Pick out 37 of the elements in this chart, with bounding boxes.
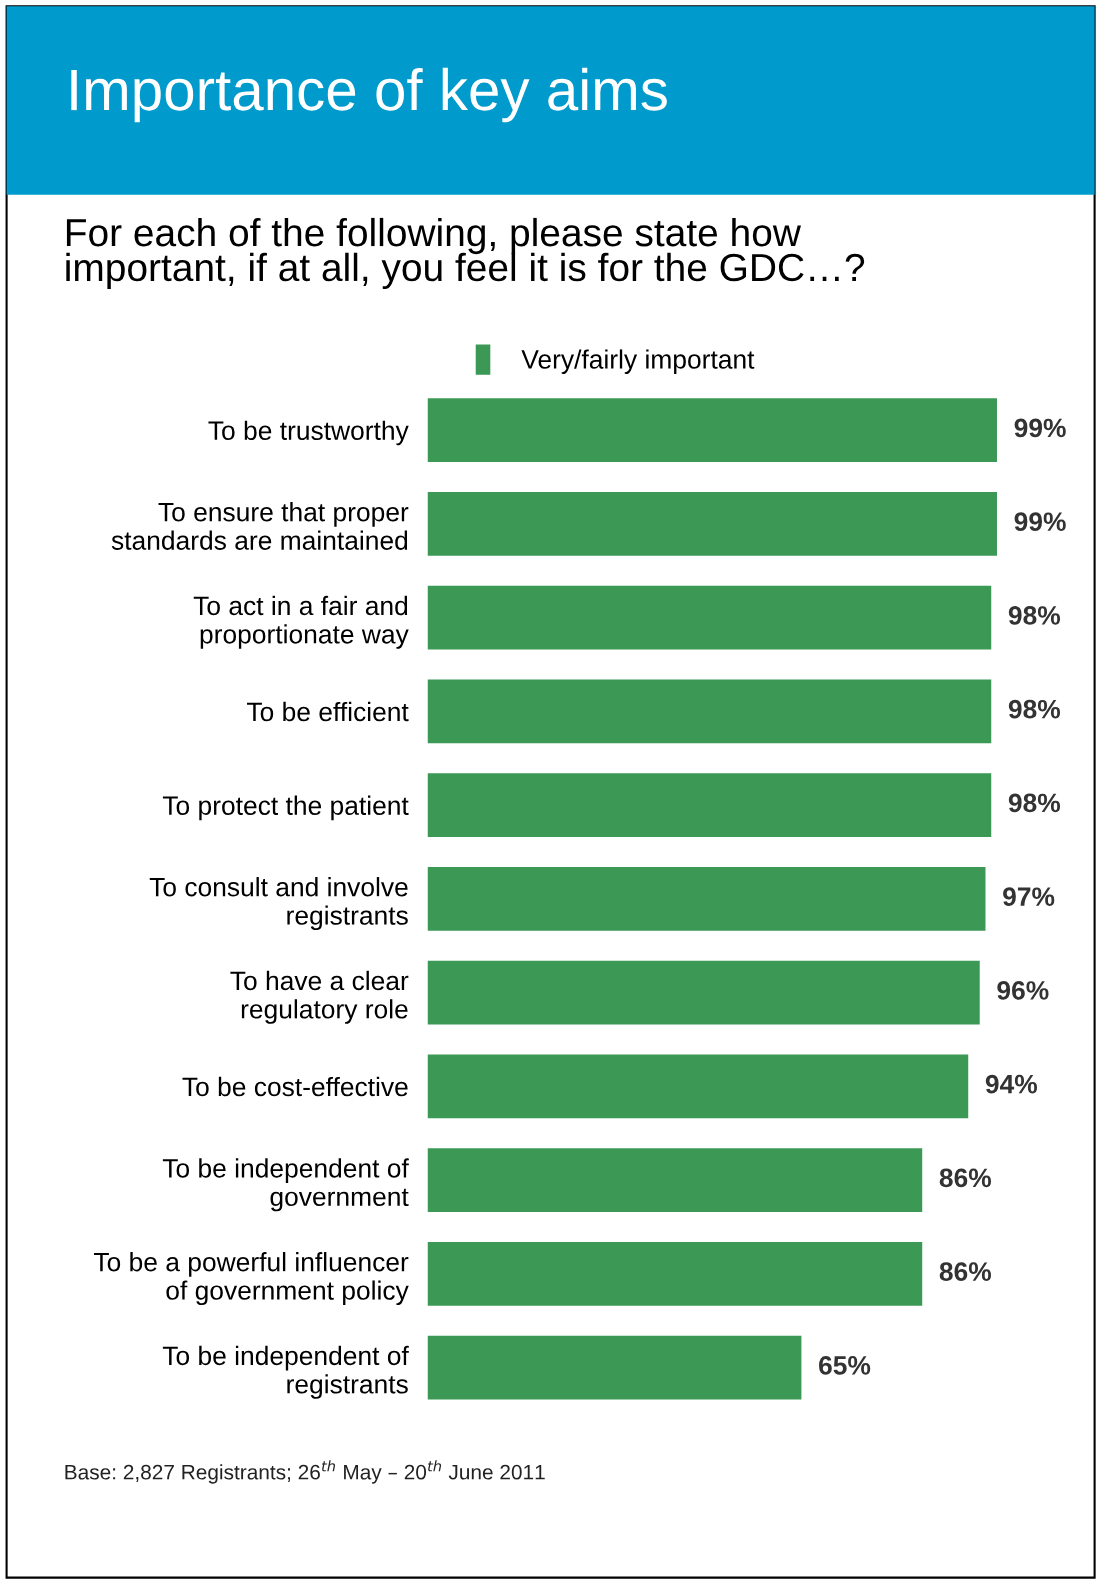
data-label: 99%: [1014, 512, 1066, 532]
text: Base: 2,827 Registrants; 26$^{th}$ May – 20$^{th}$ June 2011: [65, 1460, 545, 1484]
bar: [427, 867, 986, 931]
data-label: 86%: [939, 1168, 991, 1188]
data-label: 98%: [1008, 699, 1061, 719]
y-tick-label: To be independent of government: [162, 1158, 409, 1212]
bar: [427, 398, 997, 463]
y-tick-label: To be a powerful influencer of government policy: [94, 1252, 409, 1306]
legend-label: Very/fairly important: [521, 349, 755, 374]
data-label: 97%: [1003, 887, 1055, 906]
data-label: 99%: [1014, 418, 1066, 438]
data-label: 98%: [1008, 606, 1061, 625]
data-label: 98%: [1008, 793, 1061, 813]
data-label: 86%: [939, 1262, 991, 1281]
bar: [427, 773, 992, 838]
data-label: 94%: [985, 1074, 1038, 1094]
bar: [427, 1335, 802, 1400]
bar: [427, 585, 992, 650]
bar: [427, 492, 997, 556]
bar: [427, 960, 980, 1025]
y-tick-label: To consult and involve registrants: [149, 877, 408, 931]
y-tick-label: To be independent of registrants: [162, 1345, 409, 1399]
bar: [427, 1242, 923, 1306]
bar: [427, 1054, 969, 1119]
y-tick-label: To ensure that proper standards are maintained: [111, 502, 409, 550]
data-label: 96%: [997, 981, 1049, 1000]
bar: [427, 679, 992, 744]
data-label: 65%: [819, 1356, 871, 1375]
y-tick-label: To protect the patient: [162, 795, 409, 821]
y-tick-label: To be efficient: [247, 701, 409, 722]
chart-subtitle: For each of the following, please state how important, if at all, you feel it is for the GDC…?: [66, 217, 865, 289]
bar: [427, 1148, 923, 1213]
y-tick-label: To act in a fair and proportionate way: [193, 595, 409, 649]
y-tick-label: To be cost-effective: [182, 1076, 408, 1097]
y-tick-label: To be trustworthy: [208, 420, 409, 446]
y-tick-label: To have a clear regulatory role: [230, 970, 409, 1024]
chart-title: Importance of key aims: [71, 67, 667, 123]
